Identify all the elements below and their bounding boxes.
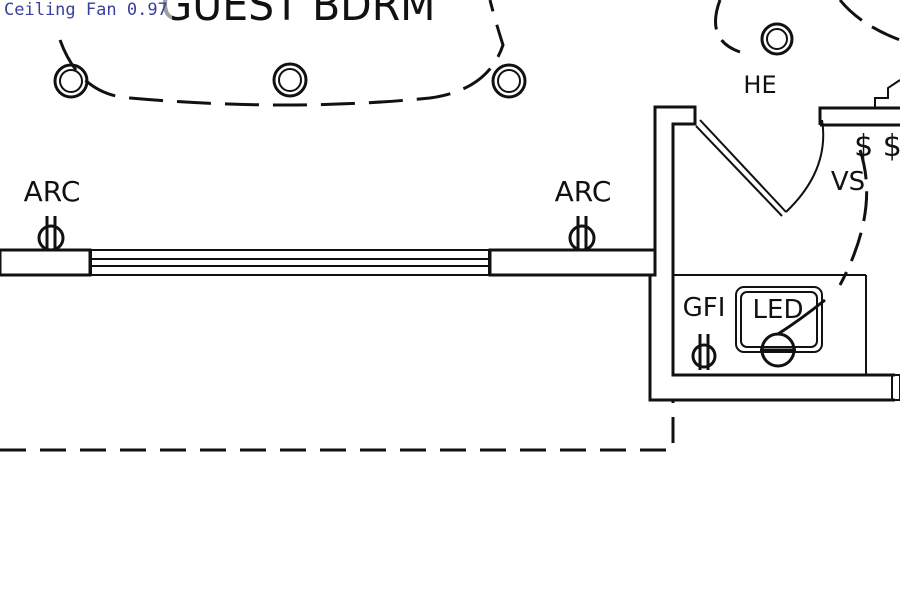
led-label: LED (753, 295, 804, 325)
detection-class: Ceiling Fan (4, 0, 117, 20)
switching-arc (838, 149, 869, 286)
closet-label-he: HE (743, 71, 776, 99)
switching-arc (714, 0, 741, 54)
ceiling-light-icon (272, 62, 308, 98)
duplex-outlet-icon (37, 216, 65, 252)
ceiling-light-icon (53, 63, 89, 99)
detection-score: 0.97 (126, 0, 168, 20)
window (90, 249, 490, 276)
duplex-outlet-icon (568, 216, 596, 252)
closet-walls (648, 79, 900, 402)
outlet-label-left: ARC (24, 175, 81, 208)
dashed-boundary (0, 400, 675, 452)
switching-arc (58, 0, 505, 107)
switch-icon: $ $ (854, 129, 900, 164)
detection-label: Ceiling Fan 0.97 (0, 0, 172, 20)
ceiling-light-icon (760, 22, 794, 56)
led-fixture-icon (735, 286, 826, 368)
exterior-wall (0, 248, 657, 277)
switching-arc (838, 0, 900, 42)
closet-label-vs: VS (831, 167, 865, 197)
duplex-outlet-icon (691, 334, 717, 370)
door (695, 119, 825, 217)
ceiling-light-icon (491, 63, 527, 99)
room-label: GUEST BDRM (161, 0, 436, 31)
gfi-label: GFI (683, 293, 726, 323)
outlet-label-right: ARC (555, 175, 612, 208)
